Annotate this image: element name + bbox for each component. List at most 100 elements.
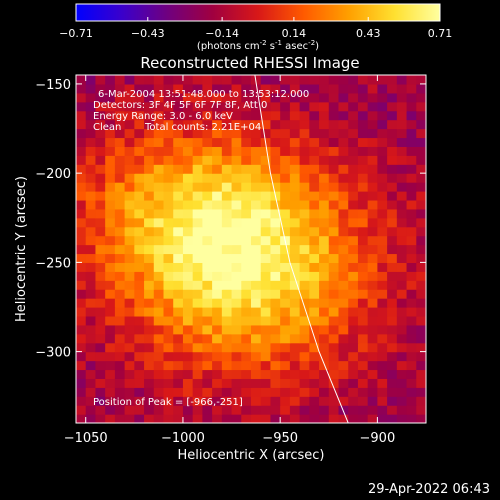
heatmap-cell — [348, 75, 359, 85]
heatmap-cell — [406, 414, 417, 423]
heatmap-cell — [221, 119, 233, 130]
heatmap-cell — [163, 137, 174, 147]
heatmap-cell — [289, 298, 301, 308]
heatmap-cell — [377, 307, 388, 317]
heatmap-cell — [144, 378, 155, 388]
heatmap-cell — [163, 226, 174, 237]
heatmap-cell — [95, 324, 106, 335]
heatmap-cell — [134, 414, 145, 423]
heatmap-cell — [212, 101, 223, 112]
heatmap-cell — [134, 280, 145, 290]
heatmap-cell — [134, 208, 145, 219]
heatmap-cell — [231, 298, 242, 308]
heatmap-cell — [309, 164, 320, 174]
heatmap-cell — [173, 92, 184, 103]
heatmap-cell — [134, 253, 145, 263]
heatmap-cell — [338, 208, 349, 219]
heatmap-cell — [328, 92, 340, 103]
heatmap-cell — [309, 271, 320, 281]
heatmap-cell — [299, 226, 310, 237]
heatmap-cell — [367, 217, 378, 228]
heatmap-cell — [396, 333, 408, 344]
heatmap-cell — [289, 262, 301, 272]
heatmap-cell — [416, 182, 426, 192]
heatmap-cell — [192, 155, 203, 165]
heatmap-cell — [173, 253, 184, 263]
heatmap-cell — [95, 396, 106, 406]
heatmap-cell — [280, 298, 291, 308]
heatmap-cell — [212, 208, 223, 219]
heatmap-cell — [416, 414, 426, 423]
heatmap-cell — [241, 173, 252, 183]
heatmap-cell — [377, 342, 388, 353]
heatmap-cell — [251, 217, 262, 228]
heatmap-cell — [241, 324, 252, 335]
heatmap-cell — [319, 128, 330, 139]
heatmap-cell — [299, 360, 310, 371]
heatmap-cell — [377, 92, 388, 103]
heatmap-cell — [270, 83, 281, 94]
heatmap-cell — [153, 271, 165, 281]
heatmap-cell — [299, 315, 310, 326]
heatmap-cell — [95, 298, 106, 308]
heatmap-cell — [416, 253, 426, 263]
heatmap-cell — [192, 396, 203, 406]
heatmap-cell — [95, 146, 106, 156]
heatmap-cell — [114, 405, 126, 415]
colorbar-tick-label: −0.71 — [59, 27, 93, 40]
heatmap-cell — [387, 191, 398, 201]
heatmap-cell — [289, 235, 301, 246]
heatmap-cell — [124, 244, 135, 255]
heatmap-cell — [387, 75, 398, 85]
heatmap-cell — [387, 271, 398, 281]
heatmap-cell — [251, 137, 262, 147]
heatmap-cell — [289, 101, 301, 112]
heatmap-cell — [260, 289, 272, 299]
heatmap-cell — [163, 101, 174, 112]
heatmap-cell — [387, 298, 398, 308]
heatmap-cell — [134, 155, 145, 165]
heatmap-cell — [202, 262, 213, 272]
heatmap-cell — [144, 226, 155, 237]
heatmap-cell — [182, 280, 194, 290]
heatmap-cell — [105, 110, 116, 121]
heatmap-cell — [309, 119, 320, 130]
heatmap-cell — [406, 155, 417, 165]
heatmap-cell — [299, 173, 310, 183]
heatmap-cell — [348, 360, 359, 371]
heatmap-cell — [124, 271, 135, 281]
heatmap-cell — [416, 244, 426, 255]
heatmap-cell — [221, 414, 233, 423]
heatmap-cell — [124, 217, 135, 228]
heatmap-cell — [124, 324, 135, 335]
heatmap-cell — [163, 75, 174, 85]
heatmap-cell — [212, 146, 223, 156]
heatmap-cell — [241, 101, 252, 112]
heatmap-cell — [182, 253, 194, 263]
heatmap-cell — [377, 271, 388, 281]
heatmap-cell — [367, 396, 378, 406]
heatmap-cell — [202, 244, 213, 255]
heatmap-cell — [319, 414, 330, 423]
heatmap-cell — [338, 414, 349, 423]
heatmap-cell — [251, 110, 262, 121]
heatmap-cell — [260, 369, 272, 379]
heatmap-cell — [377, 387, 388, 397]
heatmap-cell — [251, 235, 262, 246]
heatmap-cell — [124, 333, 135, 344]
heatmap-cell — [192, 137, 203, 147]
heatmap-cell — [289, 387, 301, 397]
heatmap-cell — [192, 280, 203, 290]
heatmap-cell — [85, 199, 97, 210]
heatmap-cell — [231, 307, 242, 317]
heatmap-cell — [280, 360, 291, 371]
heatmap-cell — [416, 199, 426, 210]
heatmap-cell — [144, 128, 155, 139]
heatmap-cell — [280, 92, 291, 103]
heatmap-cell — [182, 298, 194, 308]
heatmap-cell — [270, 351, 281, 362]
heatmap-cell — [85, 405, 97, 415]
heatmap-cell — [85, 244, 97, 255]
heatmap-cell — [182, 191, 194, 201]
heatmap-cell — [270, 137, 281, 147]
